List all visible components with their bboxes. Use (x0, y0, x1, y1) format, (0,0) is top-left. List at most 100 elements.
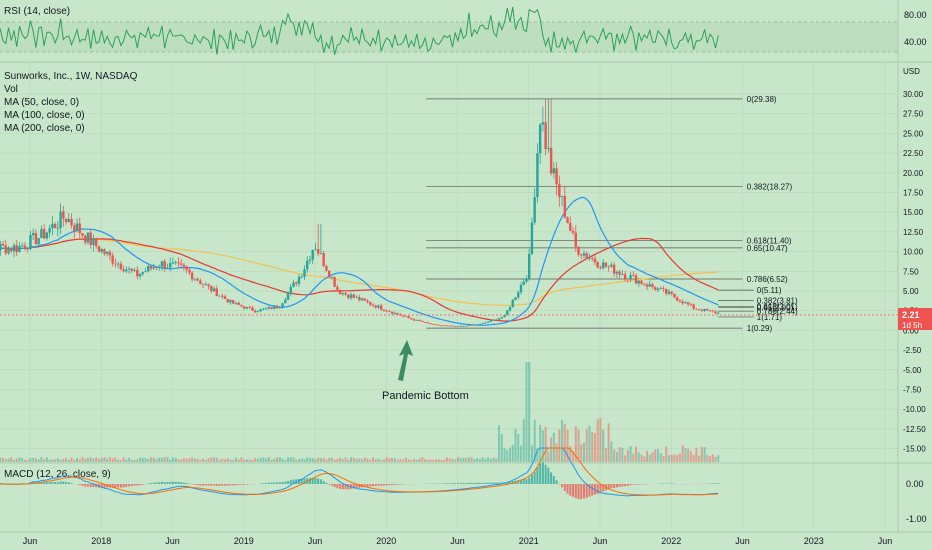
candle-body (604, 262, 608, 267)
volume-bar (615, 451, 618, 462)
candle-body (459, 325, 462, 327)
volume-bar (166, 457, 169, 462)
candle-body (226, 298, 229, 303)
macd-hist-bar (492, 482, 495, 484)
volume-bar (311, 458, 314, 462)
volume-bar (489, 459, 492, 462)
volume-bar (366, 458, 369, 462)
volume-bar (533, 419, 536, 462)
volume-bar (484, 458, 487, 462)
macd-hist-bar (709, 483, 712, 484)
volume-bar (377, 458, 380, 462)
rsi-panel[interactable]: RSI (14, close) 80.00 40.00 (0, 6, 927, 55)
fib-level-label: 0.65(10.47) (747, 244, 788, 253)
volume-bar (147, 458, 150, 462)
candle-body (508, 307, 512, 311)
candle-body (333, 277, 336, 287)
macd-hist-bar (511, 481, 514, 484)
candle-body (59, 211, 62, 228)
candle-body (486, 321, 490, 323)
volume-bar (125, 459, 128, 462)
volume-bar (191, 457, 194, 462)
macd-hist-bar (65, 482, 68, 484)
volume-bar (330, 457, 333, 462)
candle-body (659, 288, 662, 289)
macd-hist-bar (352, 484, 355, 489)
volume-bar (128, 457, 131, 462)
volume-bar (465, 457, 468, 462)
candle-body (141, 272, 144, 274)
volume-bar (289, 457, 292, 462)
candle-body (270, 307, 273, 309)
macd-panel[interactable]: MACD (12, 26, close, 9) 0.00 -1.00 (0, 447, 927, 524)
macd-hist-bar (270, 482, 273, 484)
macd-hist-bar (226, 484, 229, 486)
candle-body (434, 324, 438, 326)
volume-bar (530, 445, 533, 462)
candlesticks[interactable] (0, 98, 720, 327)
macd-hist-bar (43, 482, 46, 484)
volume-bar (681, 445, 684, 462)
candle-body (654, 287, 657, 291)
macd-hist-bar (577, 484, 580, 500)
volume-bar (670, 454, 673, 462)
fibonacci-retracement-small[interactable]: 0(5.11)0.382(3.81)0.618(3.01)0.65(2.90)0… (718, 286, 798, 322)
last-price-value: 2.21 (902, 310, 920, 320)
candle-body (407, 316, 410, 319)
macd-hist-bar (262, 483, 265, 484)
candle-body (374, 305, 377, 308)
price-axis[interactable]: USD 30.00 27.50 25.00 22.50 20.00 17.50 15.00 1… (903, 67, 926, 454)
candle-body (127, 268, 131, 270)
candle-body (514, 297, 517, 300)
candle-body (158, 266, 161, 268)
candle-body (240, 304, 243, 307)
candle-body (495, 319, 498, 321)
macd-hist-bar (89, 484, 92, 488)
volume-bar (174, 457, 177, 462)
macd-hist-bar (525, 479, 528, 484)
candle-body (48, 228, 51, 233)
volume-bar (70, 457, 73, 462)
volume-bar (689, 451, 692, 462)
macd-hist-bar (456, 483, 459, 484)
volume-bar (498, 425, 501, 462)
volume-bar (519, 445, 522, 462)
volume-bar (339, 457, 342, 462)
volume-bar (292, 457, 295, 462)
time-tick-label: 2021 (519, 536, 539, 546)
candle-body (355, 297, 358, 298)
macd-hist-bar (314, 477, 317, 484)
candle-body (45, 232, 49, 239)
macd-hist-bar (303, 478, 306, 484)
macd-hist-bar (240, 484, 243, 485)
candle-body (467, 324, 471, 326)
candle-body (536, 153, 539, 198)
volume-bar (454, 459, 457, 462)
macd-hist-bar (393, 484, 396, 485)
volume-bar (435, 459, 438, 462)
macd-hist-bar (311, 477, 314, 484)
volume-bar (204, 459, 207, 462)
main-panel[interactable]: 0(29.38) 0.382(18.27) 0.618(11.40)0.65(10.… (0, 62, 898, 532)
volume-bar (347, 459, 350, 462)
macd-hist-bar (207, 484, 210, 486)
candle-body (369, 302, 372, 305)
macd-hist-bar (166, 482, 169, 484)
candle-body (555, 168, 558, 185)
macd-hist-bar (130, 484, 133, 487)
candle-body (31, 233, 35, 236)
fib-level-label: 0.618(11.40) (747, 237, 792, 246)
fib-level-label: 0.786(6.52) (747, 275, 788, 284)
legend-ma200: MA (200, close, 0) (4, 123, 85, 134)
fibonacci-retracement-large[interactable]: 0(29.38) 0.382(18.27) 0.618(11.40)0.65(10.… (426, 95, 792, 333)
volume-bar (703, 446, 706, 462)
volume-bar (341, 459, 344, 462)
volume-bar (404, 457, 407, 462)
macd-hist-bar (117, 484, 120, 488)
candle-body (86, 232, 90, 243)
macd-hist-bar (171, 481, 174, 484)
macd-hist-bar (533, 471, 536, 484)
time-axis[interactable]: Jun 2018 Jun 2019 Jun 2020 Jun 2021 Jun 2022 Jun 20… (23, 536, 893, 546)
macd-hist-bar (602, 484, 605, 492)
